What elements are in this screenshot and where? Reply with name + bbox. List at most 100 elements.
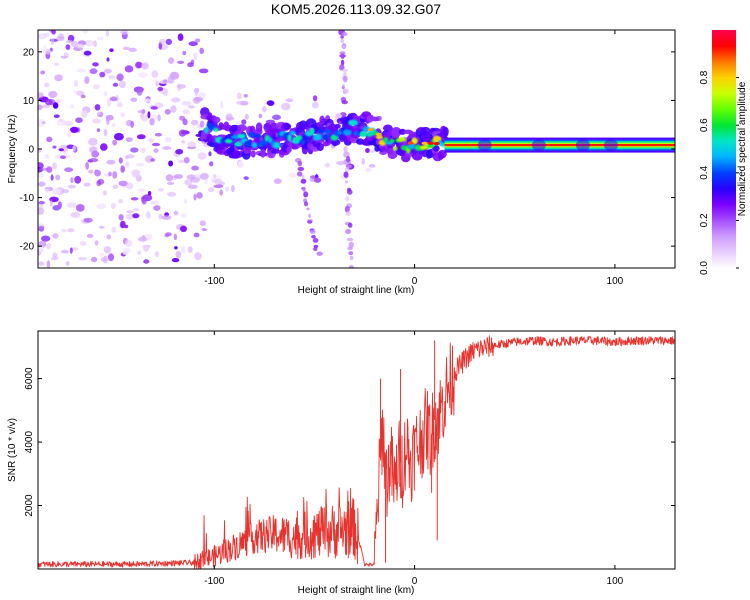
spectrogram-blob: [49, 200, 53, 207]
spectrogram-blob: [141, 114, 148, 122]
spectrogram-blob: [112, 171, 118, 179]
spectrogram-steady-line: [444, 144, 675, 147]
snr-xtick-label: -100: [204, 576, 224, 587]
spectrogram-blob: [61, 228, 67, 233]
spectrogram-blob: [344, 166, 350, 173]
spectrogram-blob: [60, 155, 67, 159]
spectrogram-ridge-blob: [319, 115, 325, 125]
spectrogram-blob: [128, 47, 137, 53]
spectrogram-blob: [181, 139, 186, 144]
spectrogram-blob: [262, 106, 267, 113]
spectrogram-blob: [70, 104, 75, 109]
spectrogram-blob: [38, 92, 44, 99]
spectrogram-ridge-blob: [381, 147, 387, 152]
spectrogram-blob: [45, 49, 52, 55]
spectrogram-blob: [159, 38, 166, 45]
spectrogram-blob: [43, 32, 50, 37]
spectrogram-blob: [65, 154, 71, 159]
spectrogram-blob: [193, 193, 197, 201]
spectrogram-blob: [97, 178, 105, 185]
colorbar-tick-label: 0.4: [699, 165, 710, 179]
spectrogram-blob: [113, 132, 124, 141]
spectrogram-blob: [97, 111, 101, 115]
spectrogram-blob: [67, 129, 72, 138]
spectrogram-ridge-blob: [316, 142, 324, 152]
spectrogram-blob: [94, 169, 101, 177]
spectrogram-blob: [258, 113, 263, 119]
spectrogram-blob: [201, 228, 207, 232]
spectrogram-blob: [157, 86, 164, 92]
spectrogram-blob: [209, 161, 214, 167]
spectrogram-blob: [158, 188, 164, 192]
spectrogram-blob: [130, 97, 138, 102]
spectrogram-blob: [150, 106, 158, 110]
spectrogram-blob: [81, 110, 88, 118]
spectrogram-blob: [118, 157, 123, 164]
spectrogram-blob: [65, 44, 71, 50]
snr-series-line: [38, 335, 675, 569]
spectrogram-ridge-core: [324, 129, 332, 135]
spectrogram-blob: [58, 148, 64, 152]
spectrogram-blob: [84, 39, 95, 47]
spectrogram-blob: [136, 134, 146, 140]
spectrogram-blob: [38, 119, 46, 127]
spectrogram-blob: [193, 87, 200, 94]
spectrogram-blob: [79, 241, 87, 246]
spectrogram-ridge-core: [314, 133, 323, 141]
snr-frame: [37, 330, 676, 570]
spectrogram-blob: [167, 191, 177, 197]
spectrogram-blob: [313, 177, 322, 183]
spectrogram-blob: [309, 229, 316, 234]
spectrogram-blob: [110, 202, 117, 210]
spectrogram-blob: [105, 30, 110, 37]
spectrogram-blob: [99, 71, 106, 78]
spectrogram-blob: [347, 246, 353, 251]
spectrogram-ridge-core: [295, 135, 304, 141]
spectrogram-blob: [136, 88, 143, 96]
spectrogram-blob: [225, 186, 229, 192]
spectrogram-ridge-blob: [391, 129, 401, 139]
spectrogram-blob: [120, 30, 129, 35]
spectrogram-line-bulge: [603, 139, 618, 152]
spectrogram-blob: [208, 187, 215, 193]
spectrogram-blob: [52, 145, 57, 149]
spectrogram-blob: [213, 174, 217, 179]
spectrogram-blob: [116, 73, 124, 82]
spectrogram-blob: [241, 119, 247, 125]
spectrogram-blob: [311, 101, 319, 109]
spectrogram-blob: [177, 83, 181, 92]
spectrogram-blob: [84, 76, 90, 84]
spectrogram-blob: [339, 64, 345, 71]
spectrogram-blob: [46, 136, 53, 143]
spectrogram-blob: [225, 117, 235, 121]
spectrogram-blob: [181, 100, 192, 106]
spectrogram-blob: [66, 39, 73, 44]
spectrogram-blob: [343, 146, 348, 153]
spectrogram-hotspot: [407, 141, 414, 145]
spectrogram-blob: [312, 238, 319, 243]
spectrogram-ridge-blob: [437, 149, 447, 159]
spectrogram-blob: [89, 68, 98, 75]
spectrogram-blob: [203, 178, 209, 185]
spectrogram-blob: [174, 246, 178, 250]
spectrogram-ridge-core: [299, 139, 305, 145]
spectrogram-blob: [85, 161, 89, 170]
spectrogram-blob: [52, 252, 58, 258]
spectrogram-blob: [188, 105, 195, 109]
spectrogram-blob: [70, 211, 81, 218]
spectrogram-blob: [296, 171, 303, 177]
spectrogram-blob: [118, 180, 128, 186]
spectrogram-blob: [38, 203, 44, 208]
spectrogram-blob: [178, 159, 185, 164]
spectrogram-blob: [197, 152, 207, 160]
spectrogram-blob: [98, 225, 105, 229]
spectrogram-ridge-core: [362, 126, 371, 133]
spectrogram-ridge: [197, 107, 675, 163]
spectrogram-blob: [83, 182, 91, 187]
spectrogram-blob: [92, 118, 101, 124]
spectrogram-blob: [365, 167, 372, 172]
spectrogram-blob: [103, 91, 108, 96]
spectrogram-blob: [149, 118, 155, 126]
spectrogram-blob: [196, 192, 203, 199]
